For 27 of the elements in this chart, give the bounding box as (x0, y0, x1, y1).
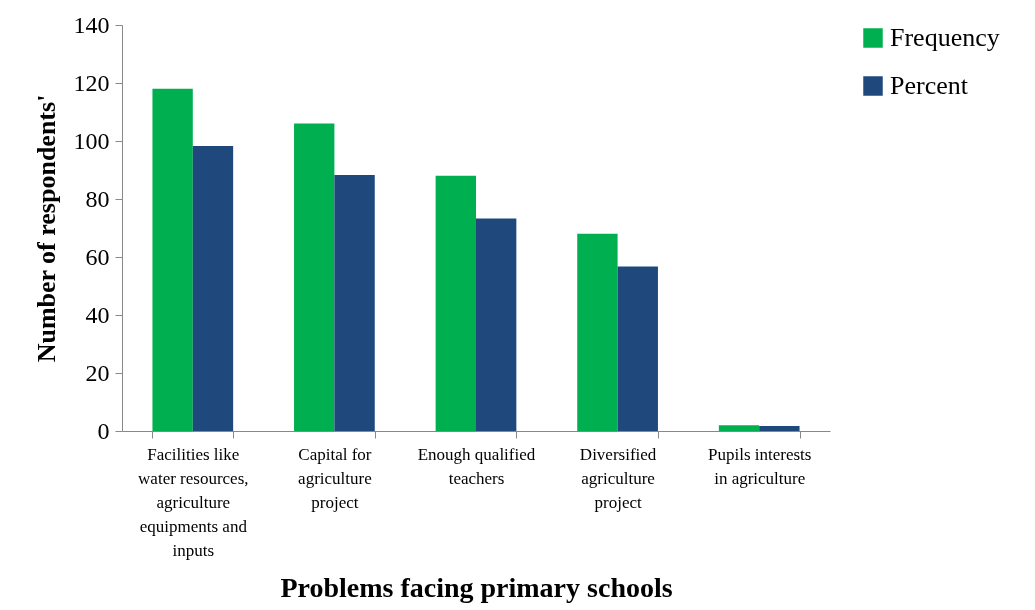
bar (192, 145, 234, 431)
x-axis-title: Problems facing primary schools (280, 571, 673, 603)
bar (294, 123, 335, 431)
x-tick-label: Facilities like water resources, agriculture equipments and inputs (138, 444, 249, 560)
y-tick-label: 140 (73, 11, 110, 38)
legend-label: Frequency (890, 23, 1000, 52)
bar (476, 218, 517, 431)
bar (759, 426, 800, 431)
bar (334, 174, 375, 431)
y-tick-label: 40 (85, 301, 110, 328)
bar (617, 266, 658, 431)
x-tick-label: Pupils interests in agriculture (707, 444, 812, 488)
y-tick-label: 80 (85, 185, 110, 212)
y-tick-label: 20 (85, 359, 110, 386)
legend-label: Percent (890, 71, 969, 100)
x-tick-label: Diversified agriculture project (579, 444, 657, 512)
y-tick-label: 100 (73, 127, 110, 154)
y-tick-label: 60 (85, 243, 110, 270)
bar (718, 425, 760, 431)
x-tick-label: Capital for agriculture project (298, 444, 372, 512)
y-tick-label: 120 (73, 69, 110, 96)
y-tick-label: 0 (97, 417, 110, 444)
bar (435, 175, 476, 431)
bar (577, 233, 618, 431)
y-axis-title: Number of respondents' (31, 94, 61, 363)
x-tick-label: Enough qualified teachers (417, 444, 536, 488)
bar (152, 88, 193, 431)
